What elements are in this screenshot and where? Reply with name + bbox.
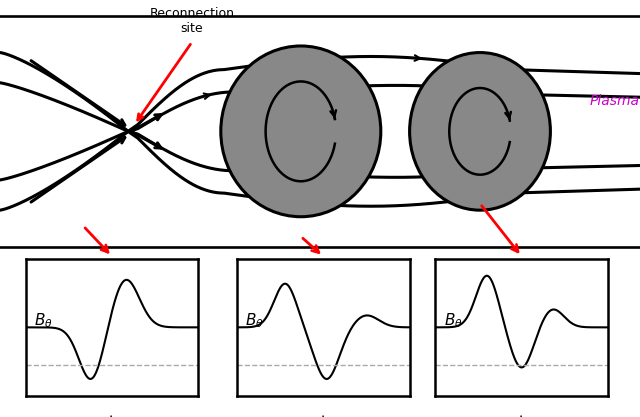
Text: $B_\theta$: $B_\theta$ [35, 311, 53, 330]
Text: $B_\theta$: $B_\theta$ [444, 311, 463, 330]
Text: $B_\theta$: $B_\theta$ [246, 311, 264, 330]
Text: Reconnection
site: Reconnection site [150, 7, 234, 35]
Ellipse shape [410, 53, 550, 210]
Text: t: t [109, 415, 115, 417]
Text: t: t [320, 415, 326, 417]
Ellipse shape [221, 46, 381, 217]
Text: Plasma: Plasma [589, 94, 639, 108]
Text: t: t [518, 415, 525, 417]
